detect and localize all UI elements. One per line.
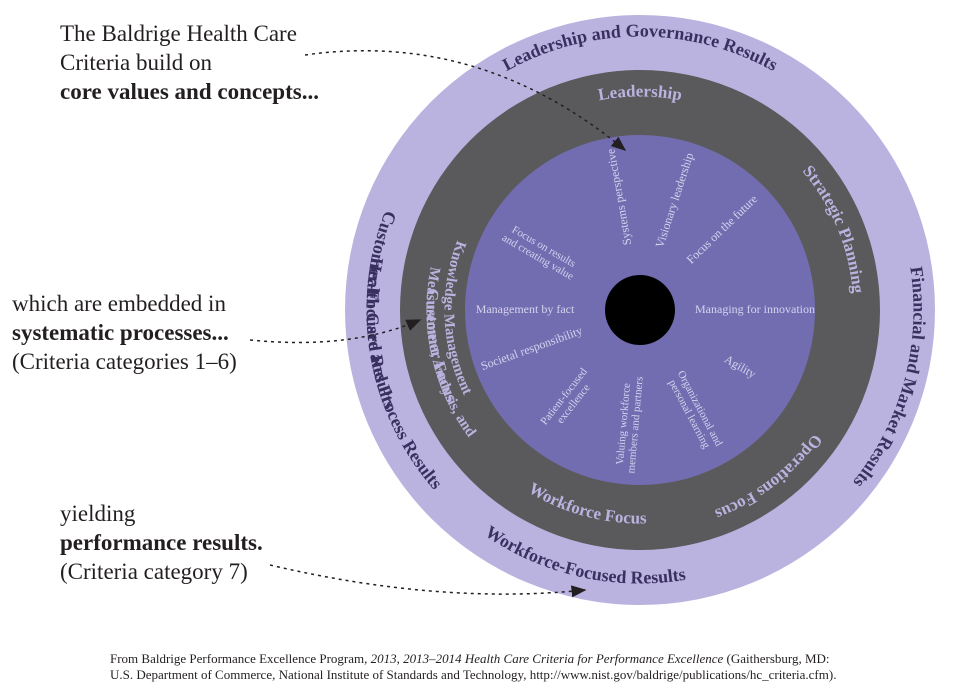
citation-footer: From Baldrige Performance Excellence Pro… — [110, 651, 920, 684]
baldrige-circle-diagram: Leadership and Governance ResultsFinanci… — [345, 15, 935, 605]
intro-text-3: yieldingperformance results.(Criteria ca… — [60, 500, 263, 586]
intro-text-1: The Baldrige Health CareCriteria build o… — [60, 20, 319, 106]
citation-line-2: U.S. Department of Commerce, National In… — [110, 667, 836, 682]
citation-part-b: 2013, 2013–2014 Health Care Criteria for… — [371, 651, 724, 666]
intro-text-2: which are embedded insystematic processe… — [12, 290, 237, 376]
citation-part-a: From Baldrige Performance Excellence Pro… — [110, 651, 371, 666]
citation-part-c: (Gaithersburg, MD: — [723, 651, 829, 666]
center-hub — [605, 275, 675, 345]
